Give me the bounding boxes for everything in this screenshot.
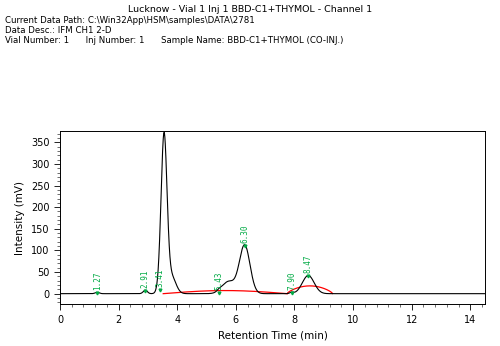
Text: 6.30: 6.30 bbox=[240, 224, 249, 243]
X-axis label: Retention Time (min): Retention Time (min) bbox=[218, 330, 328, 340]
Text: Vial Number: 1      Inj Number: 1      Sample Name: BBD-C1+THYMOL (CO-INJ.): Vial Number: 1 Inj Number: 1 Sample Name… bbox=[5, 36, 344, 45]
Text: Current Data Path: C:\Win32App\HSM\samples\DATA\2781: Current Data Path: C:\Win32App\HSM\sampl… bbox=[5, 16, 255, 25]
Text: 1.27: 1.27 bbox=[92, 271, 102, 290]
Text: Data Desc.: IFM CH1 2-D: Data Desc.: IFM CH1 2-D bbox=[5, 26, 112, 35]
Text: Lucknow - Vial 1 Inj 1 BBD-C1+THYMOL - Channel 1: Lucknow - Vial 1 Inj 1 BBD-C1+THYMOL - C… bbox=[128, 5, 372, 14]
Text: 2.91: 2.91 bbox=[141, 269, 150, 288]
Text: 8.47: 8.47 bbox=[304, 254, 313, 273]
Text: 3.41: 3.41 bbox=[156, 268, 164, 287]
Text: 7.90: 7.90 bbox=[287, 271, 296, 290]
Text: 5.43: 5.43 bbox=[214, 271, 224, 290]
Y-axis label: Intensity (mV): Intensity (mV) bbox=[16, 181, 26, 255]
